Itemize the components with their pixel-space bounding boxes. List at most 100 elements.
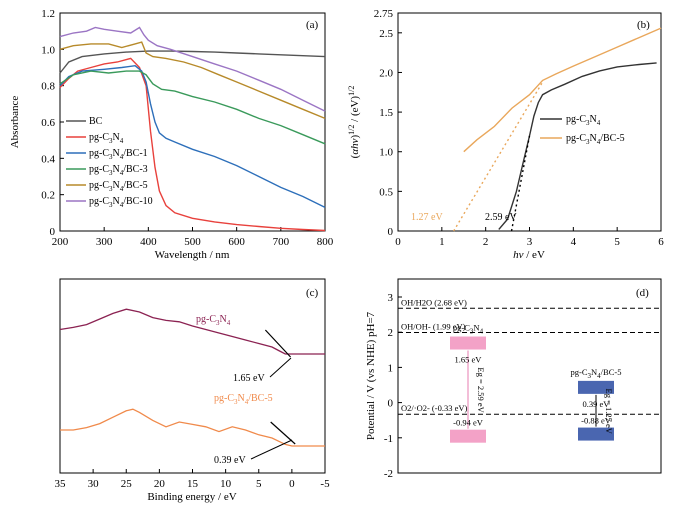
panel-d-ytick-label: 3: [388, 292, 394, 304]
panel-d-label: (d): [636, 287, 649, 299]
panel-c-xtick-label: 15: [187, 478, 199, 490]
panel-b-ytick-label: 2.0: [379, 67, 393, 79]
panel-b-xtick-label: 1: [439, 236, 445, 248]
panel-a-xtick-label: 200: [52, 236, 69, 248]
panel-a-xlabel: Wavelength / nm: [155, 249, 230, 261]
panel-b-tangent-line: [510, 135, 531, 232]
panel-b-ticks: 0 1 2 3 4 5 6 0 0.5 1.0 1.5 2.0 2.5 2.75: [374, 8, 665, 248]
panel-a: 200 300 400 500 600 700 800 0 0.2 0.4 0.6 0.8 1.0 1.2…: [9, 8, 334, 261]
panel-c-xtick-label: 30: [88, 478, 100, 490]
panel-a-series-line: [59, 26, 326, 112]
panel-d-reference-levels: OH/H2O (2.68 eV) OH/OH- (1.99 eV) O2/·O2- …: [398, 297, 661, 415]
panel-b: 0 1 2 3 4 5 600.51.01.52.02.52.75 (b) hν / eV …: [347, 8, 664, 261]
panel-b-ytick-label: 0: [388, 226, 394, 238]
panel-a-ytick-label: 1.2: [41, 8, 55, 20]
panel-d-vb-block: [450, 336, 486, 350]
panel-d-cb-block: [578, 427, 614, 441]
panel-a-ylabel: Absorbance: [9, 96, 21, 149]
panel-a-ytick-label: 0.2: [41, 190, 55, 202]
panel-c-label: (c): [306, 287, 319, 299]
panel-d-eg-label: Eg = 1.27 eV: [604, 389, 614, 435]
panel-a-legend-label: pg-C3N4/BC-5: [89, 180, 148, 193]
panel-b-legend: pg-C3N4 pg-C3N4/BC-5: [540, 114, 625, 146]
panel-d-bands: pg-C3N4 1.65 eV -0.94 eV Eg = 2.59 eV pg-C3N…: [450, 323, 621, 443]
panel-a-legend-label: pg-C3N4: [89, 132, 124, 145]
panel-b-series-line: [498, 62, 657, 230]
panel-b-tangent-line: [453, 81, 544, 232]
panel-d-reference-label: OH/OH- (1.99 eV): [401, 322, 466, 332]
panel-b-xlabel: hν / eV: [513, 249, 545, 261]
panel-d-band-name: pg-C3N4/BC-5: [571, 367, 622, 380]
panel-a-series-line: [59, 57, 326, 232]
panel-c: 35 30 25 20 15 10 5 0 -5 (c) Binding energy / eV…: [55, 278, 330, 503]
panel-a-xtick-label: 500: [184, 236, 201, 248]
panel-d-cb-label: -0.94 eV: [453, 418, 484, 428]
panel-a-ticks: 200 300 400 500 600 700 800 0 0.2 0.4 0.6 0.8 1.0 1.2: [41, 8, 334, 248]
panel-d-frame: [397, 278, 662, 474]
panel-a-legend-label: pg-C3N4/BC-3: [89, 164, 148, 177]
panel-c-xtick-label: -5: [320, 478, 330, 490]
panel-b-legend-label: pg-C3N4/BC-5: [566, 133, 625, 146]
panel-a-series: [59, 26, 326, 232]
panel-c-series: [59, 308, 325, 447]
panel-c-xtick-label: 10: [220, 478, 232, 490]
panel-a-xtick-label: 700: [273, 236, 290, 248]
panel-a-series-line: [59, 70, 326, 145]
panel-b-ytick-label: 2.75: [374, 8, 394, 20]
panel-d-cb-block: [450, 429, 486, 443]
panel-d-band-name: pg-C3N4: [453, 323, 484, 336]
panel-a-xtick-label: 400: [140, 236, 157, 248]
panel-b-xtick-label: 2: [483, 236, 489, 248]
panel-b-ytick-label: 1.5: [379, 107, 393, 119]
panel-c-xtick-label: 35: [55, 478, 67, 490]
panel-d-vb-label: 1.65 eV: [455, 355, 483, 365]
panel-a-ytick-label: 0: [50, 226, 56, 238]
panel-a-ytick-label: 0.4: [41, 153, 55, 165]
panel-b-legend-label: pg-C3N4: [566, 114, 601, 127]
panel-c-xtick-label: 5: [256, 478, 262, 490]
panel-c-tangent-1: [264, 329, 291, 358]
panel-a-ytick-label: 0.6: [41, 117, 55, 129]
panel-b-xtick-label: 4: [571, 236, 577, 248]
panel-a-legend-label: BC: [89, 116, 103, 127]
panel-b-series-line: [463, 27, 662, 153]
panel-c-series-line: [60, 408, 325, 447]
panel-a-legend: BC pg-C3N4 pg-C3N4/BC-1 pg-C3N4/BC-3 pg-C3N4…: [66, 116, 153, 209]
panel-c-xtick-label: 25: [121, 478, 133, 490]
panel-c-series-line: [59, 308, 325, 355]
panel-d-reference-label: O2/·O2- (-0.33 eV): [401, 403, 467, 413]
panel-d-ytick-label: 0: [388, 398, 394, 410]
panel-c-xlabel: Binding energy / eV: [147, 491, 236, 503]
panel-d-ylabel: Potential / V (vs NHE) pH=7: [365, 311, 377, 440]
panel-a-legend-label: pg-C3N4/BC-10: [89, 196, 153, 209]
panel-c-ticks: 35 30 25 20 15 10 5 0 -5: [55, 469, 330, 490]
panel-b-xtick-label: 6: [658, 236, 664, 248]
panel-a-label: (a): [306, 19, 319, 31]
panel-b-annotation-bc5: 1.27 eV: [411, 212, 443, 223]
panel-b-ytick-label: 0.5: [379, 186, 393, 198]
panel-b-ytick-label: 1.0: [379, 147, 393, 159]
panel-b-xtick-label: 0: [395, 236, 401, 248]
panel-b-label: (b): [637, 19, 650, 31]
panel-d-cb-label: -0.88 eV: [581, 416, 612, 426]
panel-b-xtick-label: 5: [614, 236, 620, 248]
panel-c-series-label-c3n4: pg-C3N4: [196, 314, 231, 327]
panel-c-series-label-bc5: pg-C3N4/BC-5: [214, 393, 273, 406]
panel-c-xtick-label: 0: [289, 478, 295, 490]
panel-d-ticks: -2 -1 0 1 2 3: [384, 292, 402, 480]
panel-b-series: [453, 27, 662, 232]
panel-d-reference-label: OH/H2O (2.68 eV): [401, 297, 467, 307]
panel-d-ytick-label: 2: [388, 327, 394, 339]
panel-a-xtick-label: 800: [317, 236, 334, 248]
panel-c-annotation-2: 0.39 eV: [214, 455, 246, 466]
panel-a-series-line: [59, 41, 326, 120]
panel-d-ytick-label: -1: [384, 433, 393, 445]
panel-c-xtick-label: 20: [154, 478, 166, 490]
panel-d-vb-block: [578, 380, 614, 394]
panel-b-ylabel: (αhν)1/2 / (eV)1/2: [347, 86, 361, 159]
panel-c-arrow-1: [269, 357, 292, 378]
panel-b-ytick-label: 2.5: [379, 28, 393, 40]
panel-d-eg-label: Eg = 2.59 eV: [476, 367, 486, 413]
panel-a-ytick-label: 0.8: [41, 81, 55, 93]
panel-d-ytick-label: 1: [388, 362, 394, 374]
